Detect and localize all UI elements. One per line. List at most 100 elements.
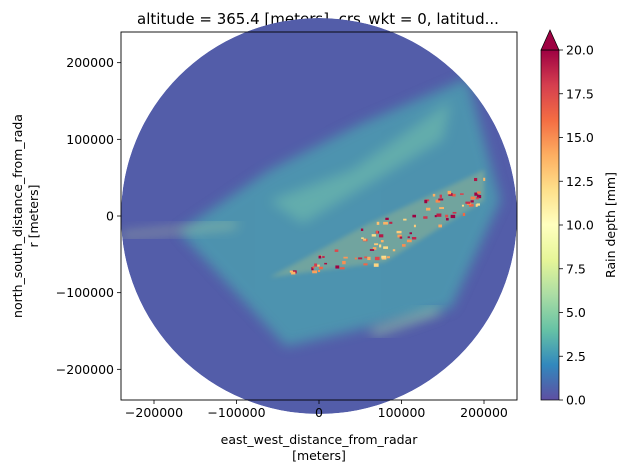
rain-speckle	[376, 221, 380, 225]
rain-speckle	[476, 203, 480, 206]
rain-speckle	[363, 238, 367, 241]
rain-speckle	[436, 213, 442, 217]
rain-speckle	[439, 207, 445, 210]
rain-speckle	[386, 256, 390, 259]
rain-speckle	[450, 214, 456, 219]
rain-speckle	[383, 246, 389, 249]
rain-speckle	[379, 244, 382, 248]
rain-speckle	[392, 249, 396, 252]
rain-speckle	[452, 211, 457, 214]
rain-speckle	[335, 265, 340, 269]
rain-speckle	[438, 198, 444, 201]
colorbar-tick-label: 12.5	[566, 174, 594, 189]
colorbar-tick-label: 15.0	[566, 130, 594, 145]
x-axis-ticks: −200000 −100000 0 100000 200000	[125, 400, 508, 420]
rain-speckle	[343, 256, 348, 259]
rain-region-west-streak	[121, 222, 237, 238]
rain-speckle	[401, 244, 406, 247]
rain-speckle	[468, 203, 474, 207]
rain-speckle	[460, 193, 464, 195]
rain-speckle	[374, 256, 380, 261]
rain-speckle	[483, 177, 486, 181]
rain-speckle	[434, 215, 437, 218]
rain-speckle	[413, 224, 416, 228]
colorbar-tick-label: 17.5	[566, 86, 594, 101]
rain-speckle	[381, 255, 387, 259]
rain-speckle	[426, 207, 431, 211]
colorbar-tick-label: 10.0	[566, 218, 594, 233]
y-tick-label: −200000	[56, 362, 114, 377]
rain-region-south-east-streak	[368, 308, 443, 335]
rain-speckle	[291, 271, 296, 275]
rain-speckle	[312, 270, 318, 274]
colorbar: 0.0 2.5 5.0 7.5 10.0 12.5 15.0 17.5 20.0 Rain de…	[540, 29, 618, 408]
rain-speckle	[385, 217, 389, 220]
rain-speckle	[383, 221, 388, 225]
rain-speckle	[317, 270, 321, 273]
rain-speckle	[289, 270, 294, 273]
rain-speckle	[411, 236, 417, 240]
rain-speckle	[367, 256, 371, 261]
rain-speckle	[318, 266, 323, 270]
rain-speckle	[354, 257, 357, 260]
rain-speckle	[447, 190, 452, 195]
rain-speckle	[403, 218, 407, 221]
rain-speckle	[364, 256, 368, 259]
rain-speckle	[381, 257, 387, 260]
rain-speckle	[438, 224, 443, 228]
colorbar-gradient	[540, 49, 560, 401]
rain-speckle	[462, 212, 466, 217]
rain-speckle	[371, 234, 376, 237]
rain-speckle	[339, 267, 345, 270]
colorbar-tick-label: 5.0	[566, 305, 586, 320]
colorbar-tick-label: 20.0	[566, 43, 594, 58]
rain-speckle	[479, 194, 482, 199]
rain-speckle	[396, 230, 402, 234]
rain-speckle	[342, 260, 346, 265]
x-axis-label-line1: east_west_distance_from_radar	[221, 432, 419, 447]
rain-speckle	[424, 199, 428, 204]
x-tick-label: 100000	[378, 405, 426, 420]
y-axis-label-line1: north_south_distance_from_rada	[10, 114, 25, 318]
rain-speckle	[379, 234, 384, 238]
x-tick-label: −100000	[207, 405, 265, 420]
colorbar-label: Rain depth [mm]	[603, 172, 618, 278]
rain-region-light-halo	[178, 78, 501, 347]
rain-speckle	[372, 247, 377, 250]
rain-speckle	[407, 236, 410, 239]
rain-speckle	[397, 234, 402, 238]
rain-speckle	[474, 192, 478, 196]
x-tick-label: 0	[315, 405, 323, 420]
rain-speckle	[376, 230, 379, 234]
rain-speckle	[448, 192, 453, 196]
rain-speckle	[445, 218, 449, 221]
colorbar-tick-label: 7.5	[566, 261, 586, 276]
rain-speckle	[322, 255, 325, 259]
rain-speckles	[289, 177, 486, 275]
rain-speckle	[423, 216, 428, 219]
colorbar-tick-label: 0.0	[566, 393, 586, 408]
rain-speckle	[317, 264, 320, 267]
rain-speckle	[311, 267, 314, 271]
y-tick-label: 200000	[66, 55, 114, 70]
rain-speckle	[360, 228, 364, 232]
rain-speckle	[389, 221, 393, 224]
rain-speckle	[435, 199, 441, 203]
y-axis-ticks: 200000 100000 0 −100000 −200000	[56, 55, 121, 377]
rain-speckle	[363, 263, 368, 266]
y-tick-label: 100000	[66, 132, 114, 147]
x-axis-label-line2: [meters]	[292, 448, 346, 463]
rain-speckle	[373, 263, 379, 267]
x-tick-label: 200000	[460, 405, 508, 420]
rain-speckle	[461, 204, 464, 207]
rain-speckle	[477, 191, 481, 194]
y-tick-label: −100000	[56, 285, 114, 300]
rain-speckle	[445, 214, 449, 218]
rain-speckle	[399, 236, 403, 239]
rain-speckle	[470, 196, 476, 200]
colorbar-extend-arrow	[540, 29, 560, 51]
rain-speckle	[412, 214, 417, 218]
rain-speckle	[374, 243, 379, 246]
rain-speckle	[358, 257, 363, 260]
rain-speckle	[324, 262, 328, 265]
